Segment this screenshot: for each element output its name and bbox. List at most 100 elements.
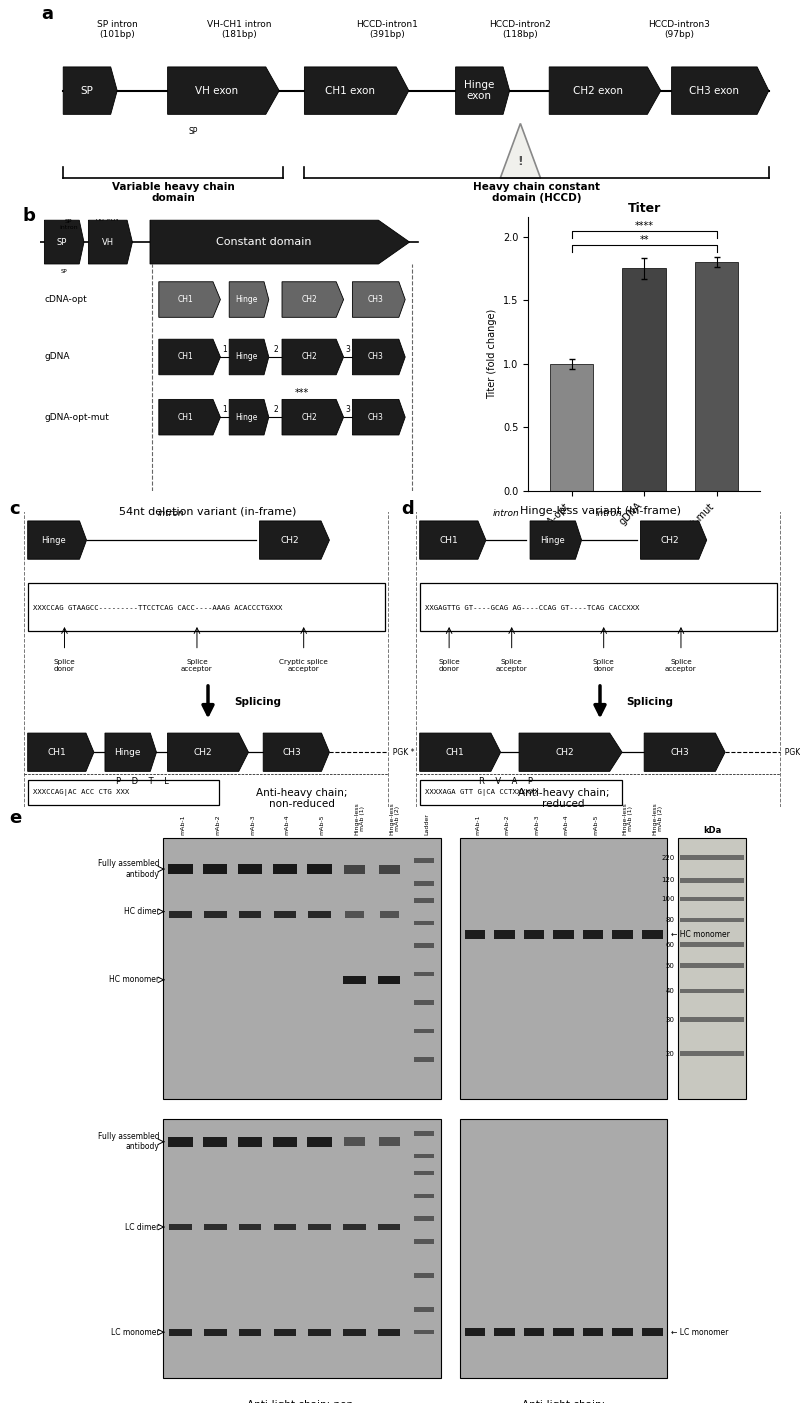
Bar bbox=[414, 1194, 434, 1198]
Text: XXXCCAG|AC ACC CTG XXX: XXXCCAG|AC ACC CTG XXX bbox=[34, 788, 130, 796]
Bar bbox=[308, 1329, 331, 1336]
Text: !: ! bbox=[518, 156, 523, 168]
Polygon shape bbox=[150, 220, 410, 264]
Text: mAb-2: mAb-2 bbox=[215, 814, 220, 835]
Text: XXGAGTTG GT----GCAG AG----CCAG GT----TCAG CACCXXX: XXGAGTTG GT----GCAG AG----CCAG GT----TCA… bbox=[426, 605, 639, 610]
Bar bbox=[170, 1223, 192, 1230]
Bar bbox=[204, 1223, 226, 1230]
Text: CH1: CH1 bbox=[178, 412, 194, 422]
Text: Splicing: Splicing bbox=[234, 697, 281, 707]
Text: mAb-5: mAb-5 bbox=[593, 815, 598, 835]
Text: e: e bbox=[9, 810, 22, 828]
Bar bbox=[170, 1329, 192, 1336]
Bar bbox=[380, 912, 398, 918]
Polygon shape bbox=[282, 340, 344, 375]
Bar bbox=[168, 1136, 193, 1146]
Text: mAb-3: mAb-3 bbox=[250, 814, 255, 835]
Text: Splice
acceptor: Splice acceptor bbox=[665, 659, 697, 672]
Polygon shape bbox=[167, 732, 249, 772]
Bar bbox=[694, 262, 738, 491]
Bar bbox=[414, 1153, 434, 1159]
Bar bbox=[414, 1216, 434, 1221]
Bar bbox=[582, 930, 603, 939]
Text: PGK *: PGK * bbox=[388, 748, 415, 756]
Text: SP
intron: SP intron bbox=[59, 219, 78, 230]
Text: Hinge-less variant (in-frame): Hinge-less variant (in-frame) bbox=[519, 506, 681, 516]
Text: CH3: CH3 bbox=[368, 352, 383, 362]
Polygon shape bbox=[282, 400, 344, 435]
Bar bbox=[414, 881, 434, 885]
Polygon shape bbox=[353, 400, 406, 435]
Text: mAb-3: mAb-3 bbox=[534, 814, 539, 835]
Bar bbox=[163, 1120, 442, 1378]
Text: CH2: CH2 bbox=[194, 748, 213, 756]
Bar bbox=[524, 1327, 544, 1337]
Text: Splicing: Splicing bbox=[626, 697, 673, 707]
Text: d: d bbox=[402, 501, 414, 518]
Bar bbox=[414, 1239, 434, 1243]
Bar bbox=[524, 930, 544, 939]
Text: CH1: CH1 bbox=[178, 352, 194, 362]
Text: LC dimer: LC dimer bbox=[125, 1222, 159, 1232]
Polygon shape bbox=[500, 123, 541, 178]
Bar bbox=[308, 911, 331, 918]
Text: gDNA-opt-mut: gDNA-opt-mut bbox=[45, 412, 110, 422]
Bar bbox=[274, 911, 296, 918]
Bar bbox=[460, 838, 667, 1099]
Text: Variable heavy chain
domain: Variable heavy chain domain bbox=[112, 182, 234, 203]
Text: VH: VH bbox=[102, 237, 114, 247]
Bar bbox=[163, 838, 442, 1099]
Bar bbox=[465, 1327, 486, 1337]
Bar bbox=[414, 1273, 434, 1278]
Bar bbox=[680, 856, 744, 860]
Text: XXXCCAG GTAAGCC---------TTCCTCAG CACC----AAAG ACACCCTGXXX: XXXCCAG GTAAGCC---------TTCCTCAG CACC---… bbox=[34, 605, 282, 610]
Bar bbox=[612, 1327, 633, 1337]
Polygon shape bbox=[353, 282, 406, 317]
Bar bbox=[378, 1223, 401, 1230]
Text: 1: 1 bbox=[222, 405, 227, 414]
Bar bbox=[414, 1131, 434, 1135]
Text: CH3: CH3 bbox=[283, 748, 302, 756]
Bar bbox=[554, 930, 574, 939]
Bar bbox=[414, 1000, 434, 1005]
Text: Hinge: Hinge bbox=[540, 536, 565, 544]
Text: 40: 40 bbox=[666, 988, 674, 995]
Polygon shape bbox=[105, 732, 157, 772]
Text: ****: **** bbox=[634, 222, 654, 231]
Text: CH1 exon: CH1 exon bbox=[326, 86, 375, 95]
Text: CH1: CH1 bbox=[439, 536, 458, 544]
Text: kDa: kDa bbox=[703, 826, 722, 835]
Text: 1: 1 bbox=[222, 345, 227, 355]
Text: Hinge-less
mAb (1): Hinge-less mAb (1) bbox=[622, 803, 634, 835]
Bar bbox=[378, 1138, 400, 1146]
Polygon shape bbox=[530, 521, 582, 560]
Text: HCCD-intron2
(118bp): HCCD-intron2 (118bp) bbox=[490, 20, 551, 39]
Text: 100: 100 bbox=[661, 897, 674, 902]
Text: 3: 3 bbox=[346, 405, 350, 414]
Bar bbox=[414, 1330, 434, 1334]
Polygon shape bbox=[641, 521, 706, 560]
Bar bbox=[680, 897, 744, 902]
Text: 50: 50 bbox=[666, 962, 674, 968]
Bar bbox=[680, 1051, 744, 1056]
Bar bbox=[414, 859, 434, 863]
Text: CH1: CH1 bbox=[47, 748, 66, 756]
Text: P    D    T    L: P D T L bbox=[116, 777, 169, 786]
Bar bbox=[680, 878, 744, 882]
Text: CH2 exon: CH2 exon bbox=[574, 86, 623, 95]
Text: Heavy chain constant
domain (HCCD): Heavy chain constant domain (HCCD) bbox=[473, 182, 600, 203]
Text: CH2: CH2 bbox=[302, 352, 317, 362]
Polygon shape bbox=[45, 220, 84, 264]
Bar bbox=[238, 1223, 262, 1230]
Polygon shape bbox=[28, 732, 94, 772]
Text: R    V    A    P: R V A P bbox=[478, 777, 533, 786]
Bar bbox=[494, 1327, 515, 1337]
Text: HC monomer: HC monomer bbox=[110, 975, 159, 985]
Bar bbox=[378, 864, 400, 874]
Text: Splice
donor: Splice donor bbox=[438, 659, 460, 672]
Text: Hinge: Hinge bbox=[114, 748, 141, 756]
Bar bbox=[344, 864, 365, 874]
Text: mAb-1: mAb-1 bbox=[475, 815, 480, 835]
Text: PGK*: PGK* bbox=[780, 748, 800, 756]
Text: Hinge: Hinge bbox=[235, 295, 258, 304]
